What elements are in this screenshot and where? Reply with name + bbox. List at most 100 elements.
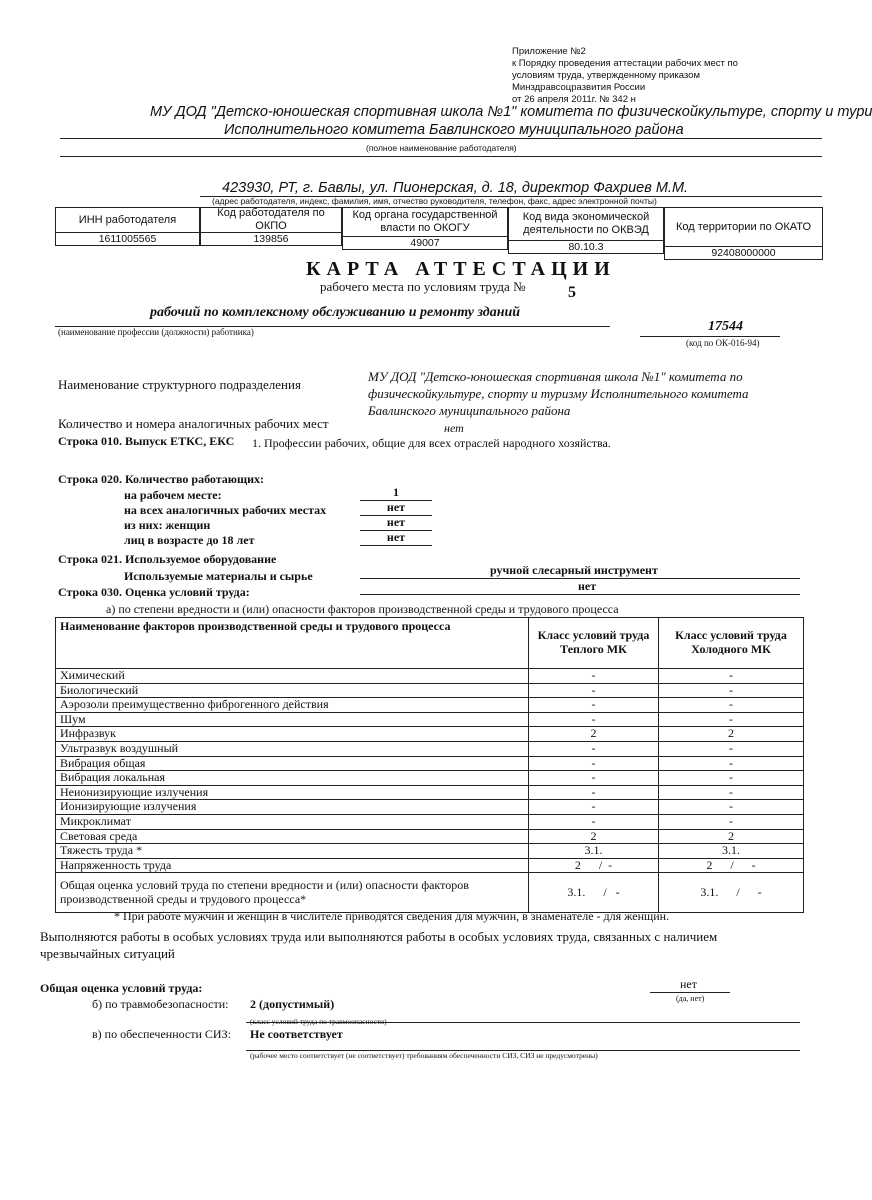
label: Строка 021. Используемое оборудование — [58, 552, 277, 566]
value: нет — [680, 977, 697, 991]
footnote: * При работе мужчин и женщин в числителе… — [114, 909, 670, 923]
rule — [55, 326, 610, 327]
employer-line: Исполнительного комитета Бавлинского мун… — [224, 122, 684, 138]
factor-class: - — [528, 682, 659, 699]
factor-class: - — [528, 770, 659, 786]
address: 423930, РТ, г. Бавлы, ул. Пионерская, д.… — [222, 180, 689, 196]
rule — [246, 1022, 800, 1023]
factor-class: - — [658, 697, 804, 713]
label: лиц в возрасте до 18 лет — [124, 533, 255, 547]
factor-class: - — [658, 741, 804, 757]
label: Общая оценка условий труда: — [40, 981, 203, 995]
value: ручной слесарный инструмент — [490, 563, 658, 577]
caption: (класс условий труда по травмоопасности) — [250, 1017, 387, 1026]
rule — [200, 196, 822, 197]
rule — [640, 336, 780, 337]
factor-class: - — [528, 799, 659, 815]
caption: (наименование профессии (должности) рабо… — [58, 327, 254, 337]
label: Используемые материалы и сырье — [124, 569, 313, 583]
factor-name: Тяжесть труда * — [55, 843, 529, 859]
card-number: 5 — [568, 284, 576, 301]
code-label: ИНН работодателя — [55, 207, 200, 233]
subdivision-line: МУ ДОД "Детско-юношеская спортивная школ… — [368, 369, 743, 384]
appendix-line: Приложение №2 — [512, 46, 586, 57]
value: нет — [444, 421, 464, 435]
subdivision: МУ ДОД "Детско-юношеская спортивная школ… — [368, 368, 749, 419]
value: нет — [578, 579, 597, 593]
factor-name: Химический — [55, 668, 529, 684]
caption: (адрес работодателя, индекс, фамилия, им… — [212, 196, 657, 206]
profession: рабочий по комплексному обслуживанию и р… — [150, 305, 521, 320]
label: на рабочем месте: — [124, 488, 222, 502]
rule — [60, 138, 822, 139]
appendix-line: условиям труда, утвержденному приказом — [512, 70, 700, 81]
factor-class: - — [528, 741, 659, 757]
rule — [360, 578, 800, 579]
value: 2 (допустимый) — [250, 997, 335, 1011]
label: из них: женщин — [124, 518, 211, 532]
subtitle: рабочего места по условиям труда № — [320, 279, 526, 294]
factor-class: - — [658, 799, 804, 815]
factor-header: Класс условий труда Теплого МК — [528, 617, 659, 669]
factor-class: - — [528, 755, 659, 772]
factor-class: - — [658, 755, 804, 772]
code-label: Код работодателя по ОКПО — [200, 207, 342, 233]
code-value: 139856 — [200, 232, 342, 246]
factor-class: - — [658, 784, 804, 801]
factor-name: Биологический — [55, 682, 529, 699]
employer-line: МУ ДОД "Детско-юношеская спортивная школ… — [150, 104, 872, 120]
label: а) по степени вредности и (или) опасност… — [106, 602, 619, 616]
label: Количество и номера аналогичных рабочих … — [58, 416, 329, 431]
factor-name: Напряженность труда — [55, 857, 529, 874]
appendix-line: от 26 апреля 2011г. № 342 н — [512, 94, 636, 105]
label: б) по травмобезопасности: — [92, 997, 229, 1011]
factor-class: - — [658, 668, 804, 684]
label: на всех аналогичных рабочих местах — [124, 503, 327, 517]
subdivision-line: физическойкультуре, спорту и туризму Исп… — [368, 386, 749, 401]
factor-name: Аэрозоли преимущественно фиброгенного де… — [55, 697, 529, 713]
appendix: Приложение №2 к Порядку проведения аттест… — [512, 46, 738, 106]
factor-class: 3.1. / - — [528, 872, 659, 914]
factor-class: 3.1. — [658, 843, 804, 859]
caption: (рабочее место соответствует (не соответ… — [250, 1051, 598, 1060]
factor-class: - — [528, 668, 659, 684]
factor-class: 3.1. — [528, 843, 659, 859]
caption: (полное наименование работодателя) — [366, 143, 517, 153]
factor-class: 2 — [658, 726, 804, 742]
code-value: 80.10.3 — [508, 240, 664, 254]
factor-name: Общая оценка условий труда по степени вр… — [55, 872, 529, 914]
profession-code: 17544 — [708, 319, 743, 334]
label: Наименование структурного подразделения — [58, 377, 301, 392]
factor-name: Вибрация общая — [55, 755, 529, 772]
label: Строка 030. Оценка условий труда: — [58, 585, 250, 599]
subdivision-line: Бавлинского муниципального района — [368, 403, 571, 418]
caption: (да, нет) — [676, 994, 705, 1003]
code-value: 49007 — [342, 236, 508, 250]
factor-class: 2 — [658, 828, 804, 845]
factor-class: - — [528, 784, 659, 801]
factor-name: Ионизирующие излучения — [55, 799, 529, 815]
factor-header: Класс условий труда Холодного МК — [658, 617, 804, 669]
factor-class: - — [658, 814, 804, 830]
code-value: 1611005565 — [55, 232, 200, 246]
factor-class: - — [528, 697, 659, 713]
factor-class: 2 — [528, 726, 659, 742]
value: 1. Профессии рабочих, общие для всех отр… — [252, 436, 611, 450]
label: Строка 010. Выпуск ЕТКС, ЕКС — [58, 434, 235, 448]
factor-class: - — [658, 770, 804, 786]
factor-class: 2 / - — [658, 857, 804, 874]
value: 1 — [360, 485, 432, 501]
factor-class: 2 / - — [528, 857, 659, 874]
factor-name: Световая среда — [55, 828, 529, 845]
value: нет — [360, 515, 432, 531]
caption: (код по ОК-016-94) — [686, 338, 760, 348]
factor-class: - — [528, 711, 659, 728]
code-value: 92408000000 — [664, 246, 823, 260]
code-label: Код территории по ОКАТО — [664, 207, 823, 247]
factor-class: 3.1. / - — [658, 872, 804, 914]
special-text: Выполняются работы в особых условиях тру… — [40, 929, 718, 961]
value: нет — [360, 530, 432, 546]
factor-name: Шум — [55, 711, 529, 728]
factor-class: - — [528, 814, 659, 830]
